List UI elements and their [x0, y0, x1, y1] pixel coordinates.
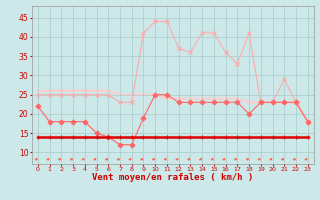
X-axis label: Vent moyen/en rafales ( km/h ): Vent moyen/en rafales ( km/h ): [92, 173, 253, 182]
